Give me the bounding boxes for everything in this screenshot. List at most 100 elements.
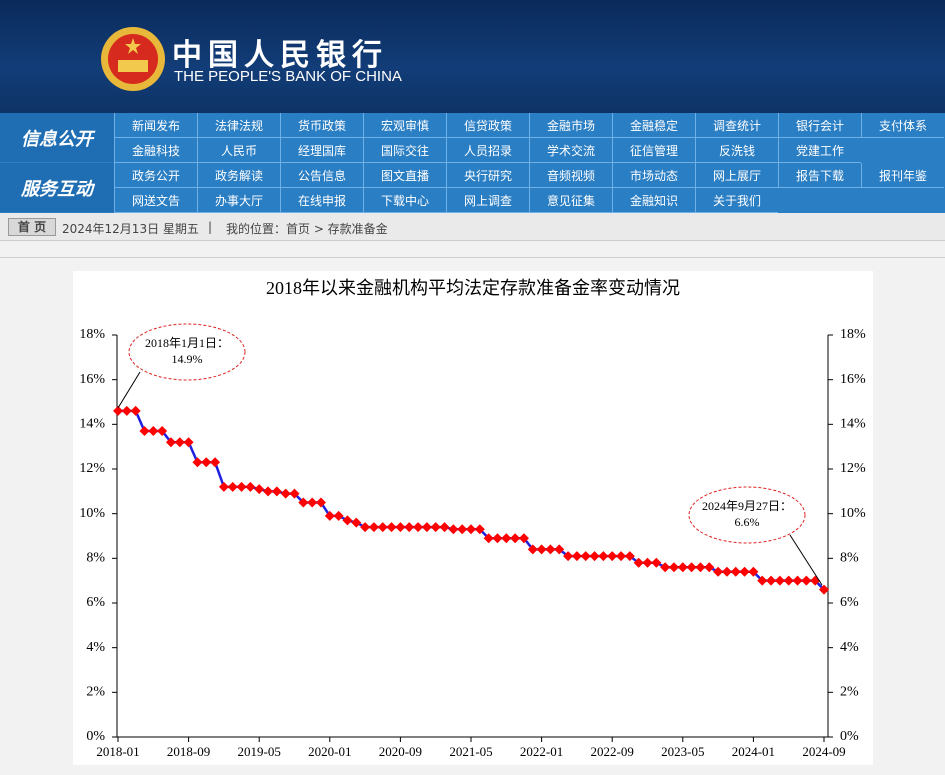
marker <box>739 566 750 577</box>
x-tick-label: 2022-09 <box>591 744 634 759</box>
x-tick-label: 2024-09 <box>802 744 845 759</box>
marker <box>271 486 282 497</box>
marker <box>642 557 653 568</box>
y2-tick-label: 10% <box>840 506 866 521</box>
nav: 信息公开 新闻发布 法律法规 货币政策 宏观审慎 信贷政策 金融市场 金融稳定 调查统计 银行会计… <box>0 113 945 213</box>
nav-link[interactable]: 关于我们 <box>695 188 778 213</box>
marker <box>368 522 379 533</box>
nav-link[interactable]: 金融稳定 <box>612 113 695 138</box>
nav-link[interactable]: 在线申报 <box>280 188 363 213</box>
marker <box>598 551 609 562</box>
annotation-leader <box>117 371 141 409</box>
marker <box>527 544 538 555</box>
nav-link[interactable]: 图文直播 <box>363 163 446 188</box>
nav-link[interactable]: 新闻发布 <box>114 113 197 138</box>
nav-link[interactable]: 经理国库 <box>280 138 363 163</box>
marker <box>324 510 335 521</box>
marker <box>757 575 768 586</box>
nav-link[interactable]: 下载中心 <box>363 188 446 213</box>
nav-link[interactable]: 银行会计 <box>778 113 861 138</box>
nav-link[interactable]: 音频视频 <box>529 163 612 188</box>
marker <box>165 437 176 448</box>
nav-link[interactable]: 学术交流 <box>529 138 612 163</box>
nav-link[interactable]: 公告信息 <box>280 163 363 188</box>
nav-link[interactable]: 调查统计 <box>695 113 778 138</box>
y2-tick-label: 4% <box>840 640 859 655</box>
marker <box>492 533 503 544</box>
nav-link[interactable]: 意见征集 <box>529 188 612 213</box>
nav-link[interactable]: 网上调查 <box>446 188 529 213</box>
nav-link[interactable]: 网上展厅 <box>695 163 778 188</box>
marker <box>704 562 715 573</box>
marker <box>810 575 821 586</box>
marker <box>439 522 450 533</box>
marker <box>695 562 706 573</box>
marker <box>483 533 494 544</box>
y-tick-label: 18% <box>79 327 105 342</box>
nav-link[interactable]: 法律法规 <box>197 113 280 138</box>
home-button[interactable]: 首 页 <box>8 218 56 236</box>
nav-link[interactable]: 信贷政策 <box>446 113 529 138</box>
marker <box>766 575 777 586</box>
marker <box>201 457 212 468</box>
marker <box>430 522 441 533</box>
nav-link[interactable]: 货币政策 <box>280 113 363 138</box>
marker <box>245 481 256 492</box>
nav-link[interactable]: 网送文告 <box>114 188 197 213</box>
x-tick-label: 2018-01 <box>96 744 139 759</box>
nav-link[interactable]: 宏观审慎 <box>363 113 446 138</box>
marker <box>554 544 565 555</box>
marker <box>315 497 326 508</box>
nav-link[interactable]: 人民币 <box>197 138 280 163</box>
x-tick-label: 2024-01 <box>732 744 775 759</box>
marker <box>210 457 221 468</box>
marker <box>121 405 132 416</box>
y2-tick-label: 8% <box>840 551 859 566</box>
nav-link[interactable]: 金融科技 <box>114 138 197 163</box>
marker <box>360 522 371 533</box>
nav-link[interactable]: 报告下载 <box>778 163 861 188</box>
marker <box>448 524 459 535</box>
nav-link[interactable]: 支付体系 <box>861 113 944 138</box>
marker <box>457 524 468 535</box>
location[interactable]: 我的位置：首页 > 存款准备金 <box>226 222 388 236</box>
y-tick-label: 0% <box>86 729 105 744</box>
nav-link[interactable]: 国际交往 <box>363 138 446 163</box>
divider <box>0 257 945 258</box>
nav-link[interactable]: 党建工作 <box>778 138 861 163</box>
site-title: 中国人民银行 <box>172 38 388 73</box>
nav-link[interactable]: 反洗钱 <box>695 138 778 163</box>
marker <box>510 533 521 544</box>
marker <box>377 522 388 533</box>
marker <box>819 584 829 595</box>
x-tick-label: 2018-09 <box>167 744 210 759</box>
nav-link[interactable]: 金融知识 <box>612 188 695 213</box>
marker <box>501 533 512 544</box>
marker <box>236 481 247 492</box>
y2-tick-label: 18% <box>840 327 866 342</box>
marker <box>563 551 574 562</box>
nav-link[interactable]: 人员招录 <box>446 138 529 163</box>
marker <box>139 426 150 437</box>
marker <box>413 522 424 533</box>
annotation-ellipse <box>688 486 806 544</box>
nav-link[interactable]: 政务解读 <box>197 163 280 188</box>
marker <box>404 522 415 533</box>
marker <box>668 562 679 573</box>
nav-link[interactable]: 报刊年鉴 <box>861 163 944 188</box>
marker <box>474 524 485 535</box>
nav-group-label: 信息公开 <box>0 113 114 162</box>
nav-link[interactable]: 征信管理 <box>612 138 695 163</box>
marker <box>130 405 141 416</box>
x-tick-label: 2019-05 <box>238 744 281 759</box>
header: 中国人民银行 THE PEOPLE'S BANK OF CHINA <box>0 0 945 113</box>
y-tick-label: 14% <box>79 417 105 432</box>
nav-link[interactable]: 央行研究 <box>446 163 529 188</box>
marker <box>227 481 238 492</box>
marker <box>624 551 635 562</box>
y2-tick-label: 0% <box>840 729 859 744</box>
nav-link[interactable]: 政务公开 <box>114 163 197 188</box>
nav-link[interactable]: 金融市场 <box>529 113 612 138</box>
nav-link[interactable]: 市场动态 <box>612 163 695 188</box>
nav-link[interactable]: 办事大厅 <box>197 188 280 213</box>
